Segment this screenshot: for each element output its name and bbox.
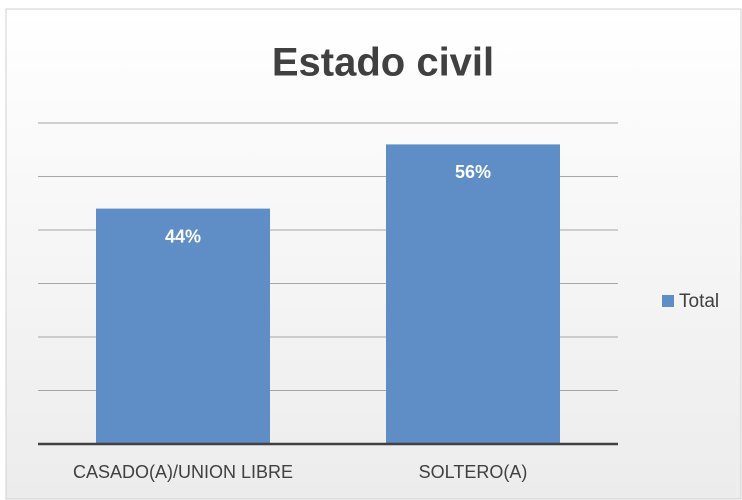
legend-label: Total	[679, 291, 719, 312]
chart-title: Estado civil	[272, 41, 494, 85]
legend-swatch	[662, 295, 674, 307]
bar	[386, 144, 560, 444]
data-label: 56%	[455, 162, 491, 182]
x-tick-label: CASADO(A)/UNION LIBRE	[73, 462, 293, 482]
data-label: 44%	[165, 226, 201, 246]
x-tick-label: SOLTERO(A)	[419, 462, 528, 482]
bar	[96, 208, 270, 444]
